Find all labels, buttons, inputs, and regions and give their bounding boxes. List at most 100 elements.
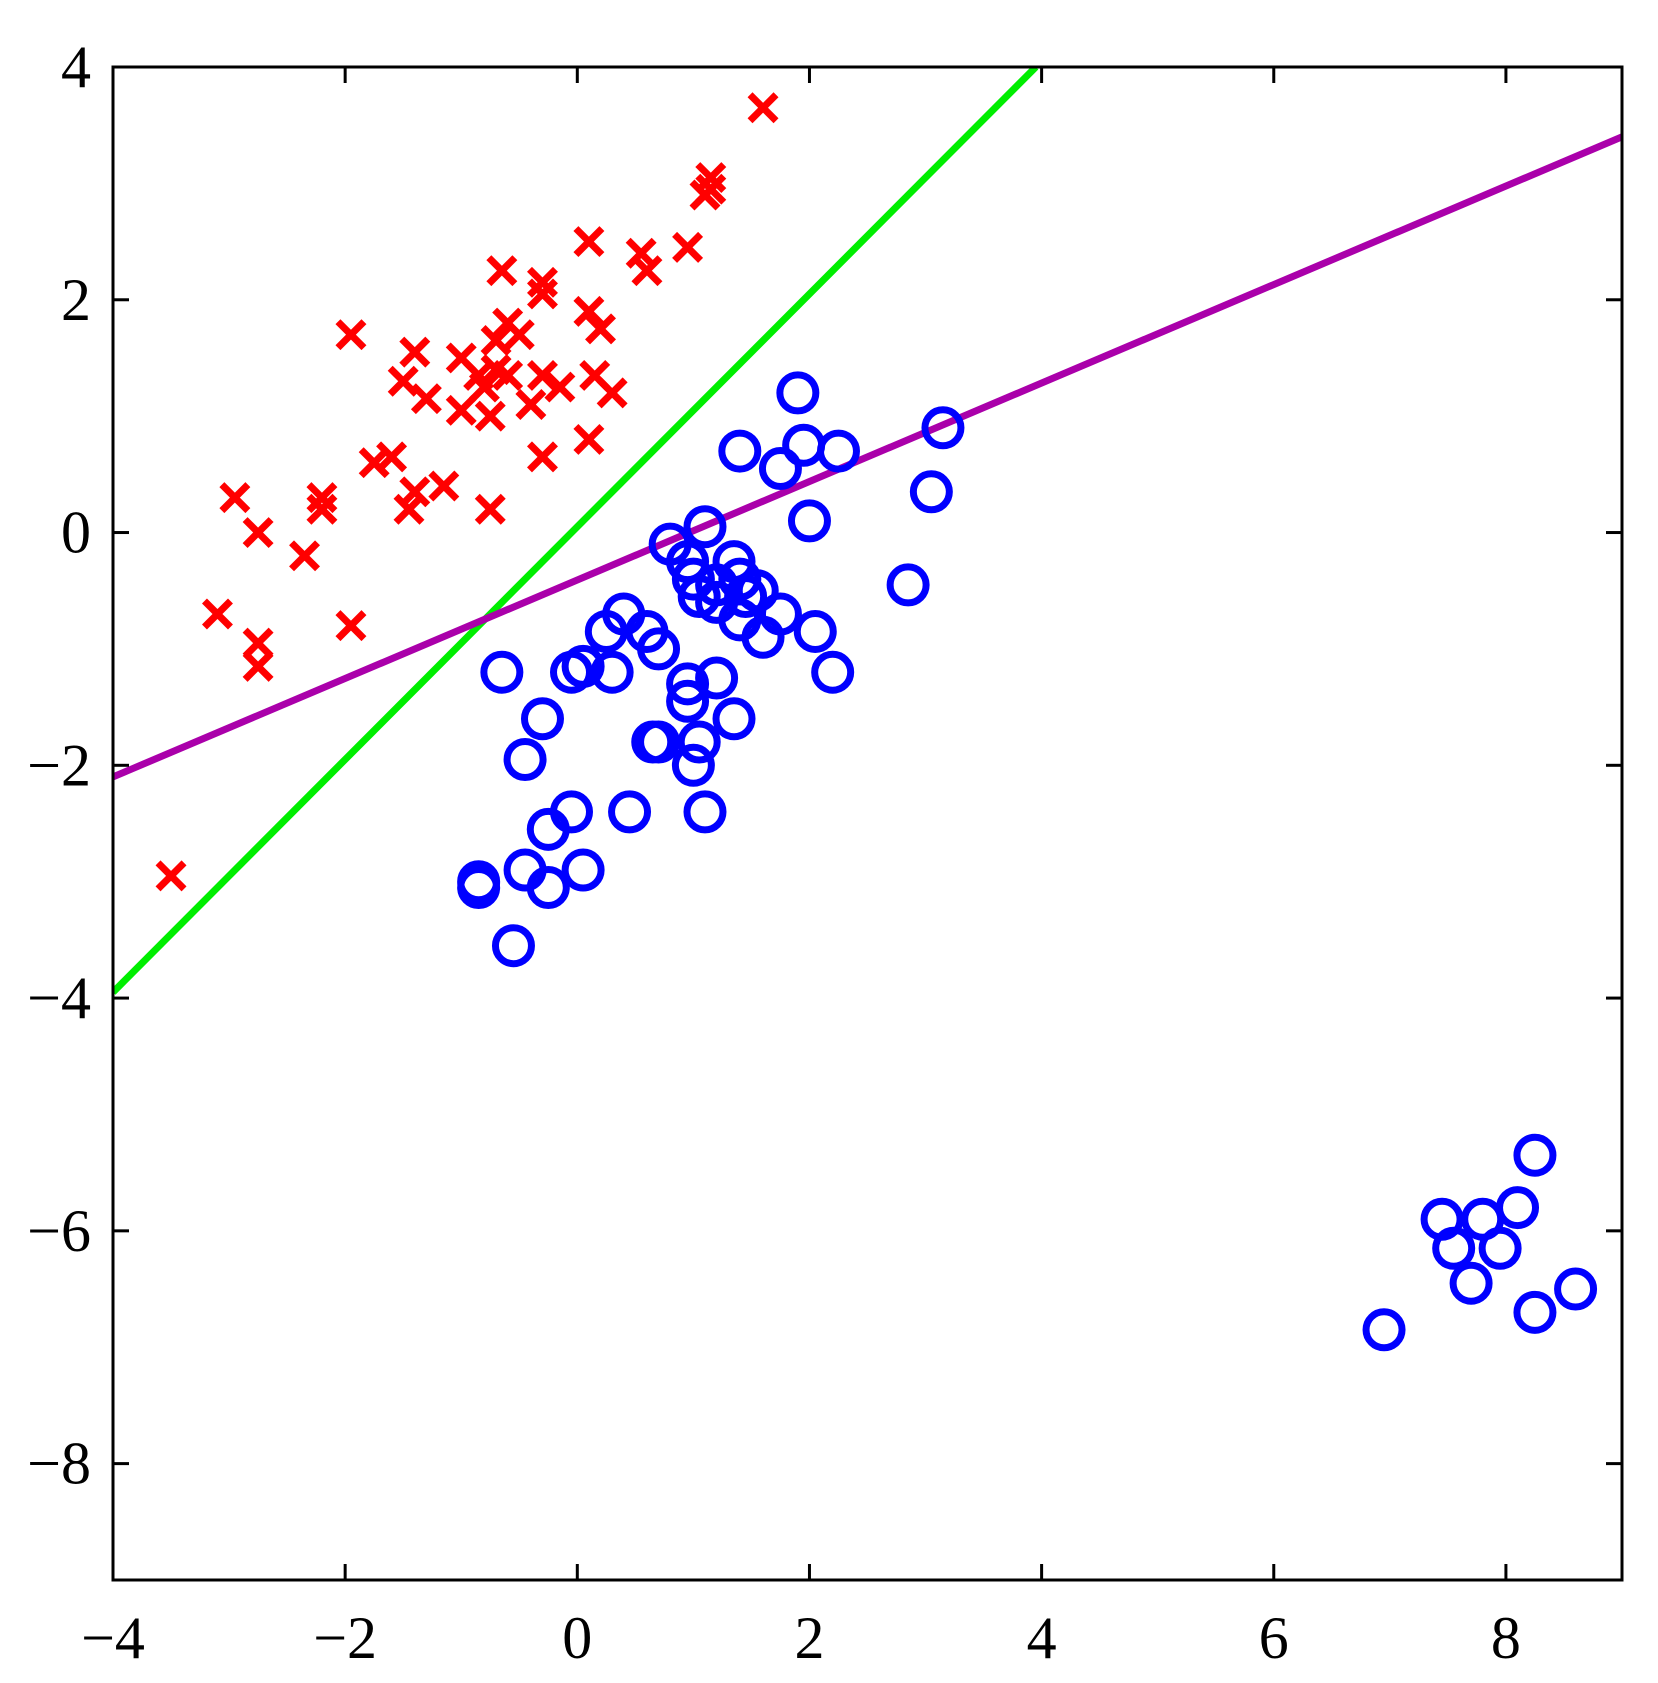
circle-point (457, 866, 501, 910)
circle-point (491, 924, 535, 968)
circle-point (666, 679, 710, 723)
cross-point (631, 255, 663, 287)
cross-stroke (486, 255, 518, 287)
cross-stroke (306, 493, 338, 525)
circle-point (677, 720, 721, 764)
cross-stroke (445, 342, 477, 374)
circle-point (718, 429, 762, 473)
circle-point (712, 697, 756, 741)
cross-point (573, 226, 605, 258)
circle-point (811, 650, 855, 694)
cross-point (399, 336, 431, 368)
circle-point (1513, 1290, 1557, 1334)
points-layer (155, 92, 1598, 1352)
cross-stroke (585, 313, 616, 345)
plot-frame (111, 65, 1624, 1582)
lines-layer (113, 67, 1622, 995)
cross-stroke (625, 237, 657, 269)
circle-point (637, 720, 681, 764)
circle-point (520, 697, 564, 741)
x-tick-label: 2 (794, 1605, 824, 1671)
cross-point (242, 650, 274, 682)
y-tick-label: 0 (61, 500, 91, 566)
cross-stroke (695, 162, 727, 194)
circle-point (1432, 1226, 1476, 1270)
y-tick-label: 4 (61, 34, 91, 100)
cross-stroke (289, 540, 321, 572)
cross-stroke (376, 441, 408, 473)
cross-stroke (596, 377, 628, 409)
cross-point (289, 540, 321, 572)
circle-point (480, 650, 524, 694)
cross-point (573, 295, 605, 327)
cross-point (445, 394, 477, 426)
cross-stroke (474, 400, 506, 432)
cross-stroke (399, 476, 431, 508)
circle-point (695, 656, 739, 700)
circle-point (666, 662, 710, 706)
y-tick-label: −6 (27, 1198, 91, 1264)
y-tick-label: −8 (27, 1431, 91, 1497)
cross-point (515, 389, 547, 420)
cross-stroke (393, 493, 425, 525)
circle-point (1496, 1186, 1540, 1230)
cross-point (695, 162, 727, 194)
y-tick-label: −4 (27, 965, 91, 1031)
cross-stroke (527, 266, 558, 298)
cross-stroke (242, 650, 274, 682)
circle-point (526, 866, 570, 910)
circle-point (671, 743, 715, 787)
cross-stroke (242, 517, 274, 549)
cross-stroke (410, 383, 442, 415)
cross-stroke (573, 295, 605, 327)
cross-point (596, 377, 628, 409)
cross-point (410, 383, 442, 415)
circle-point (608, 790, 652, 834)
cross-stroke (468, 371, 500, 403)
circle-point (1554, 1267, 1598, 1311)
cross-point (527, 266, 558, 298)
cross-point (376, 441, 408, 473)
cross-point (747, 92, 779, 124)
circle-point (741, 615, 785, 659)
circle-point (787, 499, 831, 543)
circle-point (793, 609, 837, 653)
cross-point (527, 359, 558, 391)
cross-stroke (573, 226, 605, 258)
cross-stroke (306, 482, 338, 514)
cross-stroke (387, 365, 419, 397)
cross-stroke (480, 354, 512, 386)
cross-point (387, 365, 419, 397)
cross-point (474, 400, 506, 432)
circle-point (886, 563, 930, 607)
cross-stroke (463, 359, 495, 391)
cross-point (689, 179, 721, 211)
cross-stroke (335, 610, 367, 642)
circle-point (1478, 1226, 1522, 1270)
cross-point (335, 610, 367, 642)
boundary-line-1 (113, 67, 1039, 995)
cross-stroke (527, 359, 558, 391)
cross-stroke (155, 860, 187, 892)
cross-point (242, 517, 274, 549)
cross-stroke (573, 423, 605, 455)
cross-stroke (242, 627, 274, 659)
cross-stroke (747, 92, 779, 124)
circle-point (1449, 1261, 1493, 1305)
cross-stroke (480, 325, 512, 356)
cross-point (544, 371, 576, 403)
axes-layer: −4 −2 0 2 4 6 8 4 2 0 −2 −4 −6 −8 (27, 34, 1624, 1671)
cross-point (201, 598, 233, 630)
cross-stroke (689, 179, 721, 211)
cross-point (527, 278, 558, 310)
x-tick-label: 4 (1027, 1605, 1057, 1671)
cross-point (573, 423, 605, 455)
cross-point (399, 476, 431, 508)
circle-point (724, 575, 768, 619)
cross-point (242, 627, 274, 659)
cross-point (672, 231, 704, 263)
cross-stroke (219, 482, 251, 514)
cross-stroke (201, 598, 233, 630)
cross-point (306, 482, 338, 514)
cross-point (585, 313, 616, 345)
